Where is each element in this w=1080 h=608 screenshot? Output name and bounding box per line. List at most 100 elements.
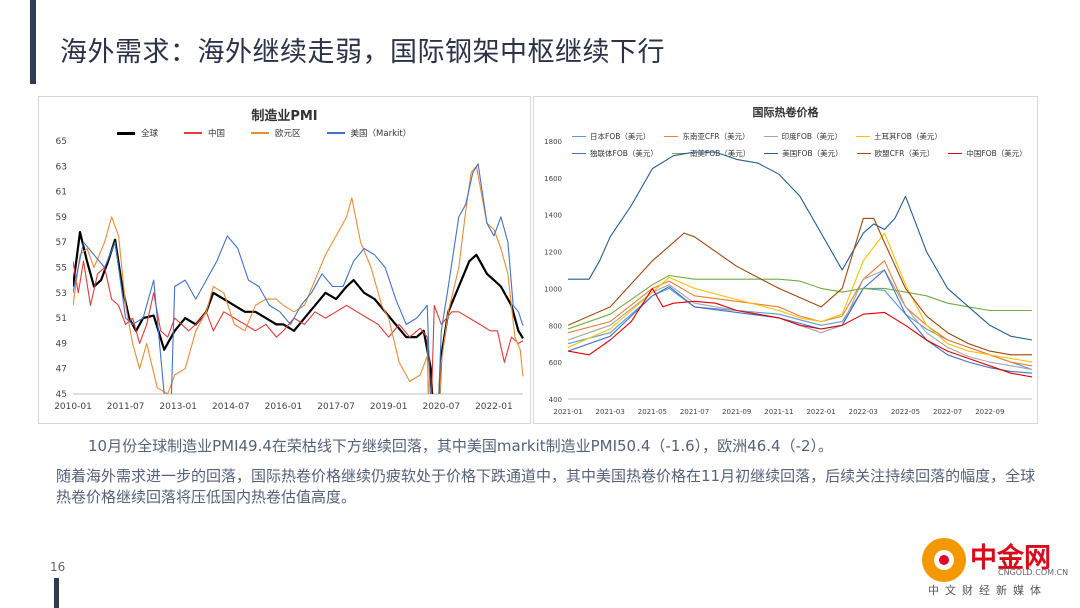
legend-swatch <box>671 152 686 155</box>
note-hrc: 随着海外需求进一步的回落，国际热卷价格继续仍疲软处于价格下跌通道中，其中美国热卷… <box>56 467 1036 506</box>
legend-swatch <box>572 152 586 155</box>
y-tick-label: 59 <box>56 213 68 223</box>
legend-swatch <box>572 135 586 138</box>
title-accent-bar <box>30 0 36 84</box>
legend-label: 中国FOB（美元） <box>966 149 1027 158</box>
logo-mark-icon <box>922 538 966 582</box>
pmi-chart-title: 制造业PMI <box>251 109 318 124</box>
x-tick-label: 2021-05 <box>638 408 667 416</box>
legend-item: 中国FOB（美元） <box>948 148 1027 159</box>
y-tick-label: 55 <box>56 264 67 274</box>
x-tick-label: 2020-07 <box>422 402 460 412</box>
series-line-3 <box>568 232 1033 363</box>
legend-item: 土耳其FOB（美元） <box>856 131 942 142</box>
y-tick-label: 1600 <box>544 175 562 183</box>
series-line-2 <box>73 165 524 394</box>
legend-swatch <box>856 135 871 138</box>
y-tick-label: 53 <box>56 289 67 299</box>
series-line-8 <box>568 287 1033 378</box>
y-tick-label: 400 <box>549 396 562 404</box>
y-tick-label: 600 <box>549 359 562 367</box>
legend-label: 欧元区 <box>275 129 301 139</box>
x-tick-label: 2021-09 <box>722 408 751 416</box>
y-tick-label: 57 <box>56 238 67 248</box>
x-tick-label: 2011-07 <box>107 402 145 412</box>
legend-item: 美国FOB（美元） <box>764 148 843 159</box>
series-line-3 <box>73 163 524 394</box>
x-tick-label: 2021-07 <box>680 408 709 416</box>
pmi-legend: 全球 中国 欧元区 美国（Markit） <box>117 127 411 139</box>
y-tick-label: 65 <box>56 137 67 147</box>
y-tick-label: 49 <box>56 339 68 349</box>
y-tick-label: 1200 <box>544 249 562 257</box>
y-tick-label: 51 <box>56 314 67 324</box>
logo-url: CNGOLD.COM.CN <box>998 568 1069 577</box>
y-tick-label: 47 <box>56 365 67 375</box>
y-tick-label: 63 <box>56 162 67 172</box>
y-tick-label: 1400 <box>544 212 562 220</box>
legend-item: 中国 <box>184 127 225 139</box>
legend-item: 全球 <box>117 127 158 139</box>
x-tick-label: 2022-03 <box>849 408 878 416</box>
series-line-6 <box>568 151 1033 341</box>
legend-swatch <box>948 152 963 155</box>
legend-swatch <box>763 135 778 138</box>
x-tick-label: 2019-01 <box>370 402 408 412</box>
x-tick-label: 2022-01 <box>806 408 835 416</box>
y-tick-label: 61 <box>56 188 67 198</box>
legend-item: 欧盟CFR（美元） <box>856 148 935 159</box>
legend-label: 美国FOB（美元） <box>782 149 843 158</box>
legend-item: 欧元区 <box>251 127 301 139</box>
series-line-1 <box>73 260 524 394</box>
x-tick-label: 2022-07 <box>933 408 962 416</box>
logo-subtitle: 中文财经新媒体 <box>928 584 1047 597</box>
legend-swatch <box>856 152 871 155</box>
y-tick-label: 45 <box>56 390 67 400</box>
pmi-chart: 制造业PMI 全球 中国 欧元区 美国（Markit） 45 47 49 51 53 55 57 5… <box>38 96 531 424</box>
legend-item: 日本FOB（美元） <box>572 131 650 142</box>
legend-label: 欧盟CFR（美元） <box>874 149 935 158</box>
legend-label: 中国 <box>208 129 226 139</box>
logo-main-text: 中金网 <box>970 543 1051 574</box>
bottom-accent-bar <box>54 578 59 608</box>
legend-swatch <box>326 132 345 134</box>
legend-item: 独联体FOB（美元） <box>572 148 658 159</box>
legend-item: 东南亚CFR（美元） <box>664 131 750 142</box>
legend-label: 印度FOB（美元） <box>781 132 843 141</box>
x-tick-label: 2021-01 <box>553 408 582 416</box>
legend-item: 美国（Markit） <box>326 127 412 139</box>
legend-label: 日本FOB（美元） <box>590 132 651 141</box>
legend-item: 印度FOB（美元） <box>763 131 843 142</box>
legend-swatch <box>764 152 779 155</box>
legend-label: 东南亚CFR（美元） <box>682 132 750 141</box>
x-tick-label: 2010-01 <box>54 402 92 412</box>
pmi-plot: 45 47 49 51 53 55 57 59 61 63 65 2010-01 2011-07 2013… <box>54 137 524 412</box>
x-tick-label: 2022-01 <box>475 402 513 412</box>
x-tick-label: 2016-01 <box>265 402 303 412</box>
hrc-chart-title: 国际热卷价格 <box>752 106 819 119</box>
series-line-4 <box>568 269 1033 374</box>
x-tick-label: 2014-07 <box>212 402 250 412</box>
note-pmi: 10月份全球制造业PMI49.4在荣枯线下方继续回落，其中美国markit制造业… <box>88 437 834 455</box>
y-tick-label: 1800 <box>544 138 562 146</box>
x-tick-label: 2022-09 <box>975 408 1004 416</box>
x-tick-label: 2021-11 <box>764 408 793 416</box>
series-line-5 <box>568 274 1032 330</box>
legend-label: 土耳其FOB（美元） <box>874 132 942 141</box>
hrc-plot: 400 600 800 1000 1200 1400 1600 1800 2021-01 2021… <box>544 138 1033 416</box>
slide-title: 海外需求：海外继续走弱，国际钢架中枢继续下行 <box>60 37 665 68</box>
legend-swatch <box>251 132 270 134</box>
y-tick-label: 1000 <box>544 285 562 293</box>
legend-swatch <box>664 135 679 138</box>
legend-label: 全球 <box>141 129 159 139</box>
legend-label: 独联体FOB（美元） <box>590 149 658 158</box>
page-number: 16 <box>50 560 66 574</box>
legend-swatch <box>117 131 135 135</box>
series-line-7 <box>568 217 1032 356</box>
series-line-1 <box>568 260 1033 367</box>
y-tick-label: 800 <box>549 322 562 330</box>
x-tick-label: 2021-03 <box>596 408 625 416</box>
legend-label: 美国（Markit） <box>350 129 412 139</box>
x-tick-label: 2013-01 <box>159 402 197 412</box>
legend-swatch <box>184 132 203 134</box>
